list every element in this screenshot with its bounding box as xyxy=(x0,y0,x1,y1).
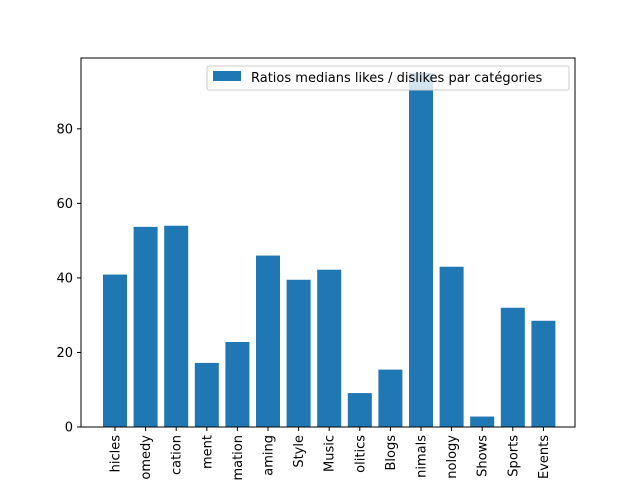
x-tick-label-14: Events xyxy=(537,435,552,479)
bar-2 xyxy=(164,225,189,427)
bar-5 xyxy=(256,255,280,427)
bar-11 xyxy=(439,266,464,427)
bar-0 xyxy=(103,274,127,427)
x-tick-label-8: olitics xyxy=(353,435,368,473)
y-tick-label-4: 80 xyxy=(56,122,73,137)
x-tick-label-4: mation xyxy=(231,435,246,480)
bar-1 xyxy=(133,226,158,427)
bar-14 xyxy=(531,320,556,427)
bars-group xyxy=(103,72,556,427)
x-tick-label-9: Blogs xyxy=(384,435,399,471)
x-tick-label-7: Music xyxy=(323,435,338,472)
x-tick-label-2: cation xyxy=(170,435,185,475)
x-tick-label-0: hicles xyxy=(109,435,124,473)
y-tick-label-3: 60 xyxy=(56,197,73,212)
bar-8 xyxy=(347,393,372,427)
bar-6 xyxy=(286,279,311,427)
bar-10 xyxy=(409,72,433,427)
bar-12 xyxy=(470,416,495,427)
legend-label: Ratios medians likes / dislikes par caté… xyxy=(251,71,543,86)
bar-4 xyxy=(225,342,250,427)
bar-3 xyxy=(194,362,219,427)
x-ticks-group: hicles omedy cation ment mation aming Style Mus… xyxy=(109,427,552,480)
y-tick-label-2: 40 xyxy=(56,271,73,286)
legend-box xyxy=(206,65,570,91)
bar-13 xyxy=(500,307,525,427)
legend: Ratios medians likes / dislikes par caté… xyxy=(206,65,570,91)
y-tick-label-0: 0 xyxy=(65,421,73,436)
x-tick-label-1: omedy xyxy=(139,435,154,480)
x-tick-label-12: Shows xyxy=(476,435,491,477)
x-tick-label-13: Sports xyxy=(506,435,521,477)
x-tick-label-11: nology xyxy=(445,435,460,479)
y-tick-label-1: 20 xyxy=(56,346,73,361)
legend-swatch xyxy=(213,71,241,81)
x-tick-label-5: aming xyxy=(262,435,277,476)
y-ticks-group: 0 20 40 60 80 xyxy=(56,122,81,436)
plot-frame xyxy=(80,57,576,428)
x-tick-label-10: nimals xyxy=(415,435,430,478)
x-tick-label-3: ment xyxy=(200,435,215,469)
bar-7 xyxy=(317,269,342,427)
axes-group xyxy=(80,57,576,428)
bar-9 xyxy=(378,369,403,427)
x-tick-label-6: Style xyxy=(292,435,307,468)
